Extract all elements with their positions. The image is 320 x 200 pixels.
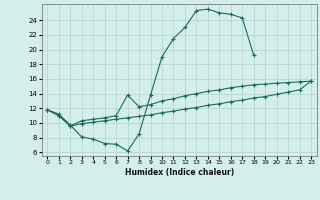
X-axis label: Humidex (Indice chaleur): Humidex (Indice chaleur)	[124, 168, 234, 177]
